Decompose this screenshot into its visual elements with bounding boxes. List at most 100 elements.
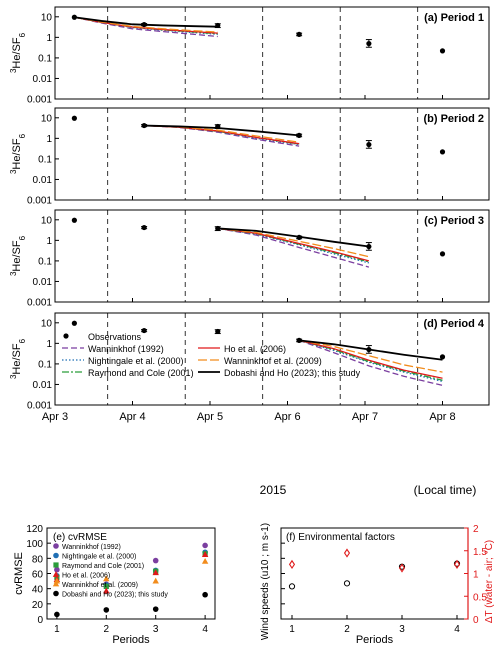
y-tick-label: 0.001 (27, 401, 52, 412)
observation-point (296, 234, 302, 240)
y-tick-label: 10 (41, 318, 53, 329)
y-tick-label: 0.001 (27, 95, 52, 106)
legend-main: Observations Wanninkhof (1992) Nightingale… (62, 332, 361, 378)
y-tick-label: 0.1 (38, 53, 52, 64)
y-tick-label-right: 1 (473, 570, 479, 581)
legend-marker (53, 543, 59, 549)
y-tick-label: 40 (32, 585, 44, 596)
panel-2: 0.001 0.01 0.1 1 10 3He/SF6 (b) Period 2 (9, 107, 490, 207)
y-tick-label: 1 (46, 339, 52, 350)
panel-title: (d) Period 4 (423, 318, 484, 330)
wind-speed-point (288, 583, 296, 590)
series-line (144, 124, 300, 143)
observation-point (141, 224, 147, 231)
observation-point (215, 123, 221, 130)
series-line (298, 339, 443, 381)
y-tick-label: 0.1 (38, 154, 52, 165)
x-tick-label: 2 (104, 624, 110, 635)
y-tick-label-right: 0.5 (473, 592, 487, 603)
x-tick-label: Apr 4 (119, 411, 145, 423)
panel-title: (b) Period 2 (423, 113, 484, 125)
delta-t-point (453, 559, 461, 569)
x-tick-label: 3 (399, 624, 405, 635)
series-line (217, 227, 370, 268)
data-point (103, 575, 110, 582)
series-line (298, 339, 443, 387)
observation-point (141, 327, 147, 334)
y-tick-label-right: 2 (473, 524, 479, 535)
panel-title: (e) cvRMSE (53, 532, 107, 543)
legend-label: Wanninkhof (1992) (88, 344, 164, 354)
legend-label: Ho et al. (2006) (62, 573, 110, 580)
observation-point (215, 328, 221, 335)
legend-label: Dobashi and Ho (2023); this study (224, 368, 361, 378)
data-point (152, 606, 159, 612)
plot-frame (54, 312, 490, 406)
y-axis-label-right: ΔT (water - air; °C) (484, 540, 495, 623)
y-tick-label: 0.01 (33, 74, 53, 85)
legend-marker (53, 590, 59, 597)
x-tick-label: 2 (344, 624, 350, 635)
y-tick-label: 1 (46, 236, 52, 247)
legend-label: Raymond and Cole (2001) (88, 368, 194, 378)
series-line (298, 339, 443, 379)
observation-point (71, 115, 77, 121)
observation-point (296, 132, 302, 138)
x-tick-label: 4 (202, 624, 208, 635)
panel-cvrmse: 0 20 40 60 80 100 120 1 2 3 4 (e) cvRMSE Periods cvRM… (13, 524, 216, 646)
x-tick-label: 1 (289, 624, 295, 635)
y-tick-label: 0.1 (38, 359, 52, 370)
data-point (54, 566, 60, 573)
observation-point (71, 217, 77, 223)
data-point (152, 557, 159, 564)
observation-point (366, 346, 372, 353)
y-axis-label: cvRMSE (13, 552, 25, 595)
y-axis-label: 3He/SF6 (9, 338, 27, 379)
panel-title: (c) Period 3 (424, 215, 484, 227)
data-point (202, 591, 208, 598)
panel-title: (a) Period 1 (424, 12, 484, 24)
observation-point (366, 243, 372, 250)
observation-point (296, 31, 302, 37)
x-tick-label: Apr 8 (429, 411, 455, 423)
x-axis-label: Periods (112, 634, 150, 646)
y-tick-label: 20 (32, 600, 44, 611)
series-line (299, 339, 443, 373)
x-axis-label-year: 2015 (260, 483, 287, 497)
data-point (152, 569, 159, 576)
y-tick-label: 0.01 (33, 175, 53, 186)
y-tick-label: 0.001 (27, 298, 52, 309)
y-axis-label-left: Wind speeds (u10 ; m s-1) (260, 523, 271, 640)
legend-label: Raymond and Cole (2001) (62, 563, 144, 570)
x-axis-label: Periods (356, 634, 394, 646)
plot-frame (54, 6, 490, 100)
y-tick-label: 80 (32, 554, 44, 565)
panel-3: 0.001 0.01 0.1 1 10 3He/SF6 (c) Period 3 (9, 209, 490, 309)
data-point (103, 587, 110, 594)
observation-point (439, 149, 446, 155)
y-tick-label: 120 (26, 524, 43, 535)
observation-point (439, 48, 446, 54)
observation-point (141, 122, 147, 129)
legend-marker (52, 571, 60, 577)
observation-point (366, 141, 372, 148)
observation-point (439, 354, 446, 360)
series-line (74, 16, 218, 33)
data-point (152, 577, 159, 584)
y-tick-label: 10 (41, 113, 53, 124)
legend-label: Nightingale et al. (2000) (88, 356, 184, 366)
x-tick-label: Apr 5 (197, 411, 223, 423)
x-tick-label: Apr 6 (274, 411, 300, 423)
y-tick-label-right: 0 (473, 615, 479, 626)
data-point (103, 583, 109, 589)
y-tick-label: 0 (37, 615, 43, 626)
y-tick-label-right: 1.5 (473, 547, 487, 558)
legend-label: Wanninkhof et al. (2009) (62, 582, 138, 589)
panel-1: 0.001 0.01 0.1 1 10 3He/SF6 (a) Period 1 (9, 6, 490, 106)
y-tick-label: 1 (46, 134, 52, 145)
observation-point (71, 14, 77, 20)
legend-label: Dobashi and Ho (2023); this study (62, 592, 168, 599)
series-line (298, 339, 443, 383)
y-tick-label: 100 (26, 539, 43, 550)
y-tick-label: 0.01 (33, 277, 53, 288)
